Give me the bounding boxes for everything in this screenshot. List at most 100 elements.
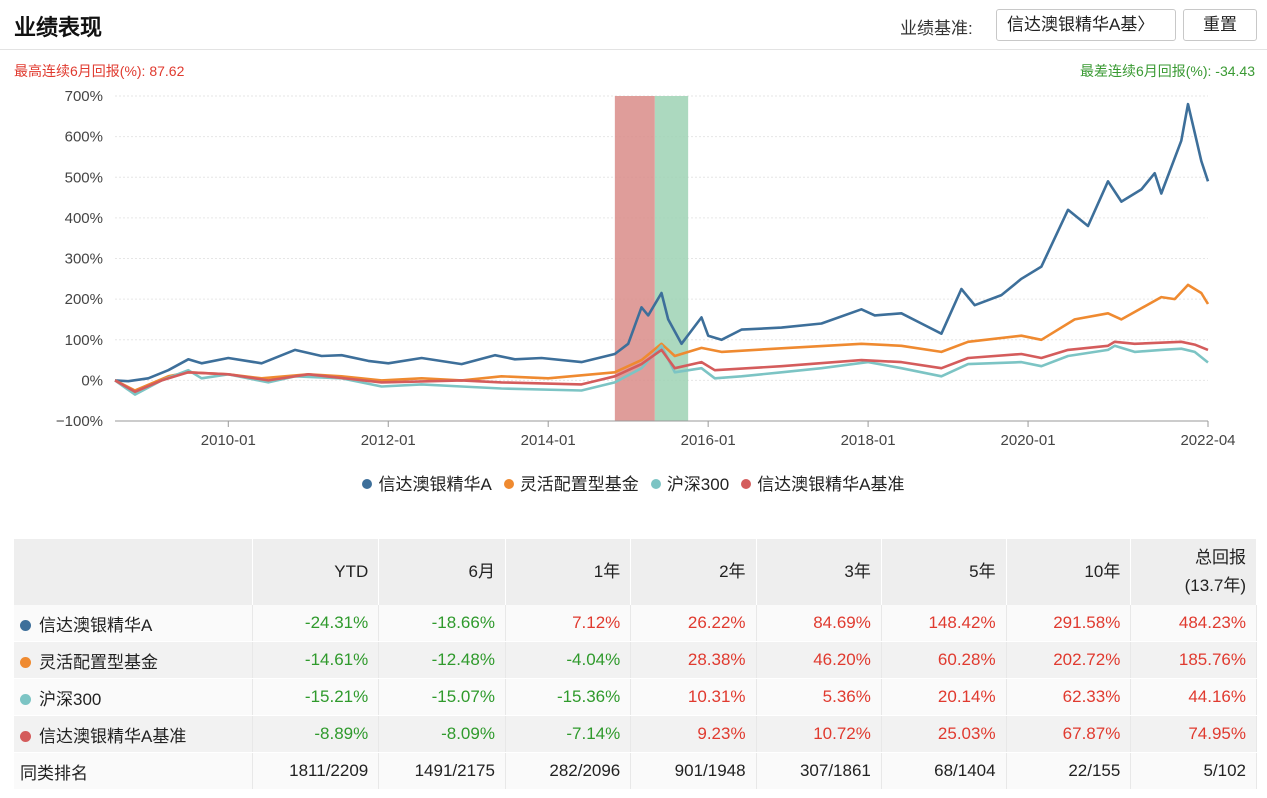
y-tick-label: −100%: [56, 413, 103, 430]
row-name: 信达澳银精华A基准: [14, 715, 253, 753]
return-cell: 25.03%: [881, 715, 1007, 753]
series-dot-icon: [20, 656, 31, 668]
performance-table: YTD 6月 1年 2年 3年 5年 10年 总回报 (13.7年) 信达澳银精华A -24.31…: [14, 539, 1257, 790]
return-cell: -14.61%: [252, 641, 380, 679]
worst-6m-return: 最差连续6月回报(%): -34.43: [1079, 63, 1255, 79]
y-tick-label: 300%: [65, 251, 103, 268]
row-name: 同类排名: [14, 752, 253, 790]
return-cell: 202.72%: [1006, 641, 1132, 679]
rank-row: 同类排名 1811/2209 1491/2175 282/2096 901/1948 30…: [14, 752, 1257, 790]
return-cell: -18.66%: [378, 605, 506, 642]
series-line: [114, 283, 1210, 392]
x-tick-label: 2016-01: [681, 432, 736, 449]
rank-cell: 22/155: [1006, 752, 1132, 790]
return-cell: -12.48%: [378, 641, 506, 679]
y-tick-label: 700%: [65, 88, 103, 105]
return-cell: -8.09%: [378, 715, 506, 753]
y-tick-label: 600%: [65, 129, 103, 146]
best-6m-return: 最高连续6月回报(%): 87.62: [14, 63, 185, 79]
x-tick-label: 2018-01: [841, 432, 896, 449]
legend-dot-icon: [362, 479, 373, 489]
series-line: [114, 344, 1209, 396]
table-header-cell: [14, 539, 253, 605]
return-cell: 9.23%: [630, 715, 757, 753]
x-tick-label: 2014-01: [521, 432, 576, 449]
return-cell: 185.76%: [1130, 641, 1257, 679]
table-header-cell: 2年: [630, 539, 757, 605]
benchmark-label: 业绩基准:: [900, 19, 973, 38]
table-header-cell: 6月: [378, 539, 506, 605]
series-dot-icon: [20, 693, 31, 705]
return-cell: 26.22%: [630, 605, 757, 642]
table-row: 信达澳银精华A -24.31% -18.66% 7.12% 26.22% 84.69% 14…: [14, 605, 1257, 642]
legend-label: 灵活配置型基金: [519, 475, 639, 494]
table-row: 信达澳银精华A基准 -8.89% -8.09% -7.14% 9.23% 10.72% 25…: [14, 715, 1257, 753]
row-name: 沪深300: [14, 678, 253, 716]
page-title: 业绩表现: [14, 15, 103, 40]
table-header-cell: 3年: [756, 539, 882, 605]
rank-cell: 282/2096: [505, 752, 632, 790]
benchmark-select[interactable]: 信达澳银精华A基〉: [996, 9, 1176, 41]
y-tick-label: 200%: [65, 291, 103, 308]
table-header-cell: 5年: [881, 539, 1007, 605]
legend-label: 信达澳银精华A基准: [757, 475, 905, 494]
table-header-row: YTD 6月 1年 2年 3年 5年 10年 总回报 (13.7年): [14, 539, 1257, 605]
rank-cell: 68/1404: [881, 752, 1007, 790]
reset-button[interactable]: 重置: [1183, 9, 1257, 41]
legend-dot-icon: [503, 479, 514, 489]
legend-item[interactable]: 沪深300: [650, 470, 730, 495]
table-header-cell: 总回报 (13.7年): [1130, 539, 1257, 605]
return-cell: 67.87%: [1006, 715, 1132, 753]
rank-cell: 307/1861: [756, 752, 882, 790]
row-name: 灵活配置型基金: [14, 641, 253, 679]
return-cell: 10.31%: [630, 678, 757, 716]
return-cell: -7.14%: [505, 715, 632, 753]
x-tick-label: 2012-01: [361, 432, 416, 449]
return-cell: 44.16%: [1130, 678, 1257, 716]
table-header-cell: 1年: [505, 539, 632, 605]
return-cell: 20.14%: [881, 678, 1007, 716]
rank-cell: 1491/2175: [378, 752, 506, 790]
series-line: [114, 102, 1210, 383]
x-tick-label: 2010-01: [201, 432, 256, 449]
header-bar: 业绩表现 业绩基准: 信达澳银精华A基〉 重置: [0, 0, 1267, 50]
legend-item[interactable]: 灵活配置型基金: [503, 470, 639, 495]
rank-cell: 5/102: [1130, 752, 1257, 790]
return-cell: 46.20%: [756, 641, 882, 679]
table-row: 沪深300 -15.21% -15.07% -15.36% 10.31% 5.36% 20.…: [14, 678, 1257, 716]
y-tick-label: 100%: [65, 332, 103, 349]
return-cell: 10.72%: [756, 715, 882, 753]
chart-legend: 信达澳银精华A 灵活配置型基金 沪深300 信达澳银精华A基准: [0, 470, 1267, 495]
return-cell: -15.36%: [505, 678, 632, 716]
rank-cell: 1811/2209: [252, 752, 380, 790]
series-dot-icon: [20, 619, 31, 631]
return-cell: 5.36%: [756, 678, 882, 716]
y-tick-label: 400%: [65, 210, 103, 227]
return-cell: -8.89%: [252, 715, 380, 753]
legend-item[interactable]: 信达澳银精华A: [362, 470, 492, 495]
return-cell: 7.12%: [505, 605, 632, 642]
legend-label: 沪深300: [666, 475, 730, 494]
legend-dot-icon: [650, 479, 661, 489]
y-tick-label: 0%: [81, 372, 103, 389]
return-cell: 484.23%: [1130, 605, 1257, 642]
series-dot-icon: [20, 730, 31, 742]
x-tick-label: 2022-04: [1180, 432, 1235, 449]
return-cell: 74.95%: [1130, 715, 1257, 753]
return-cell: 60.28%: [881, 641, 1007, 679]
return-cell: -15.21%: [252, 678, 380, 716]
return-cell: -24.31%: [252, 605, 380, 642]
y-tick-label: 500%: [65, 169, 103, 186]
return-cell: 28.38%: [630, 641, 757, 679]
series-line: [114, 340, 1209, 394]
return-cell: 62.33%: [1006, 678, 1132, 716]
legend-label: 信达澳银精华A: [378, 475, 492, 494]
table-header-cell: 10年: [1006, 539, 1132, 605]
row-name: 信达澳银精华A: [14, 605, 253, 642]
legend-dot-icon: [741, 479, 752, 489]
table-row: 灵活配置型基金 -14.61% -12.48% -4.04% 28.38% 46.20% 6…: [14, 641, 1257, 679]
rank-cell: 901/1948: [630, 752, 757, 790]
x-tick-label: 2020-01: [1001, 432, 1056, 449]
legend-item[interactable]: 信达澳银精华A基准: [741, 470, 905, 495]
return-cell: 84.69%: [756, 605, 882, 642]
